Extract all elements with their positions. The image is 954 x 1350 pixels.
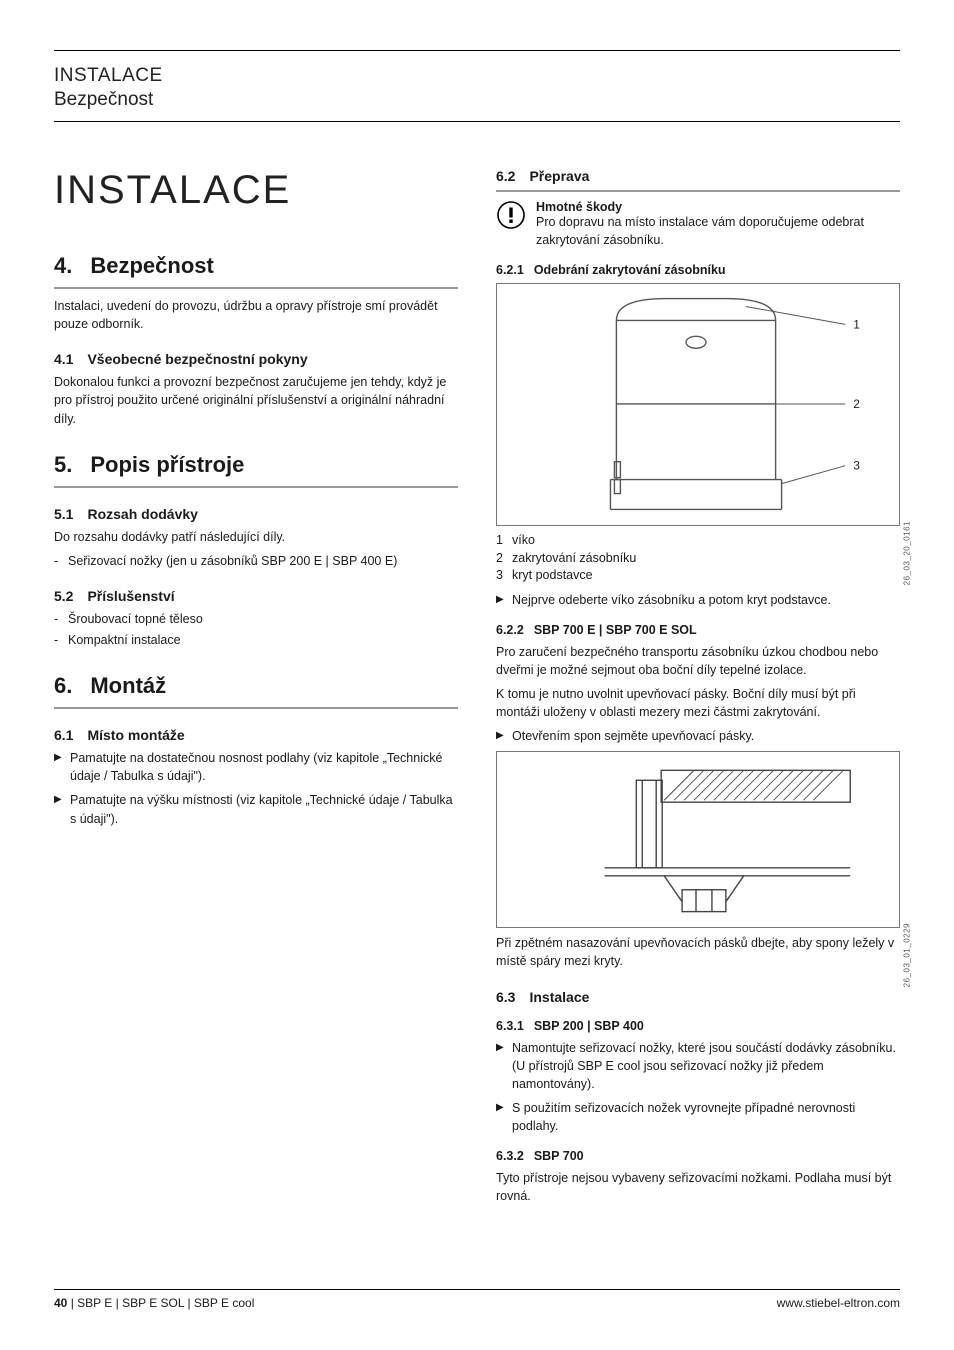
subsection-5-2-title: Příslušenství: [87, 588, 174, 604]
section-4-intro: Instalaci, uvedení do provozu, údržbu a …: [54, 297, 458, 333]
section-4-num: 4.: [54, 253, 72, 279]
section-6-heading: 6. Montáž: [54, 673, 458, 699]
warning-box: Hmotné škody Pro dopravu na místo instal…: [496, 200, 900, 249]
subsection-6-2-title: Přeprava: [529, 168, 589, 184]
subsection-4-1-num: 4.1: [54, 351, 73, 367]
subsection-5-1-heading: 5.1 Rozsah dodávky: [54, 506, 458, 522]
subsection-6-1-title: Místo montáže: [87, 727, 184, 743]
running-head-line1: INSTALACE: [54, 65, 900, 87]
right-column: 6.2 Přeprava Hmotné škody Pro dopravu na…: [496, 168, 900, 1211]
subsubsection-6-2-1-heading: 6.2.1 Odebrání zakrytování zásobníku: [496, 263, 900, 277]
legend-item: 2zakrytování zásobníku: [496, 550, 900, 568]
subsubsection-6-2-1-step: Nejprve odeberte víko zásobníku a potom …: [496, 591, 900, 609]
subsection-5-1-body: Do rozsahu dodávky patří následující díl…: [54, 528, 458, 546]
warning-message: Pro dopravu na místo instalace vám dopor…: [536, 214, 900, 249]
footer-rule: [54, 1289, 900, 1290]
subsection-5-2-num: 5.2: [54, 588, 73, 604]
subsubsection-6-3-2-title: SBP 700: [534, 1149, 584, 1163]
subsection-6-1-num: 6.1: [54, 727, 73, 743]
legend-item: 1víko: [496, 532, 900, 550]
subsection-5-1-title: Rozsah dodávky: [87, 506, 197, 522]
list-item: Šroubovací topné těleso: [54, 610, 458, 628]
warning-icon: [496, 200, 526, 249]
list-item: Seřizovací nožky (jen u zásobníků SBP 20…: [54, 552, 458, 570]
subsubsection-6-3-2-heading: 6.3.2 SBP 700: [496, 1149, 900, 1163]
page-number: 40: [54, 1296, 67, 1310]
subsubsection-6-2-2-step: Otevřením spon sejměte upevňovací pásky.: [496, 727, 900, 745]
section-4-heading: 4. Bezpečnost: [54, 253, 458, 279]
subsubsection-6-3-1-num: 6.3.1: [496, 1019, 524, 1033]
subsection-4-1-heading: 4.1 Všeobecné bezpečnostní pokyny: [54, 351, 458, 367]
subsection-5-2-heading: 5.2 Příslušenství: [54, 588, 458, 604]
footer-left: 40 | SBP E | SBP E SOL | SBP E cool: [54, 1296, 254, 1310]
subsubsection-6-2-2-p2: K tomu je nutno uvolnit upevňovací pásky…: [496, 685, 900, 721]
subsubsection-6-2-2-p1: Pro zaručení bezpečného transportu zásob…: [496, 643, 900, 679]
subsubsection-6-3-2-num: 6.3.2: [496, 1149, 524, 1163]
subsubsection-6-2-2-p3: Při zpětném nasazování upevňovacích pásk…: [496, 934, 900, 970]
warning-title: Hmotné škody: [536, 200, 900, 214]
subsection-5-2-list: Šroubovací topné těleso Kompaktní instal…: [54, 610, 458, 649]
left-column: INSTALACE 4. Bezpečnost Instalaci, uvede…: [54, 168, 458, 1211]
subsection-6-2-heading: 6.2 Přeprava: [496, 168, 900, 184]
running-head-line2: Bezpečnost: [54, 89, 900, 111]
subsubsection-6-3-1-heading: 6.3.1 SBP 200 | SBP 400: [496, 1019, 900, 1033]
section-6-title: Montáž: [90, 673, 166, 699]
subsection-6-3-num: 6.3: [496, 989, 515, 1005]
footer-products: SBP E | SBP E SOL | SBP E cool: [77, 1296, 254, 1310]
subsection-6-3-heading: 6.3 Instalace: [496, 989, 900, 1005]
figure-clip: 26_03_01_0229: [496, 751, 900, 928]
section-rule: [496, 190, 900, 192]
legend-item: 3kryt podstavce: [496, 567, 900, 585]
figure-legend: 1víko 2zakrytování zásobníku 3kryt podst…: [496, 532, 900, 585]
footer-right: www.stiebel-eltron.com: [777, 1296, 900, 1310]
subsubsection-6-3-2-body: Tyto přístroje nejsou vybaveny seřizovac…: [496, 1169, 900, 1205]
footer-row: 40 | SBP E | SBP E SOL | SBP E cool www.…: [54, 1296, 900, 1310]
footer-sep: |: [67, 1296, 77, 1310]
warning-body: Hmotné škody Pro dopravu na místo instal…: [536, 200, 900, 249]
section-rule: [54, 707, 458, 709]
svg-text:2: 2: [853, 397, 860, 411]
list-item: Nejprve odeberte víko zásobníku a potom …: [496, 591, 900, 609]
list-item: Pamatujte na výšku místnosti (viz kapito…: [54, 791, 458, 827]
section-rule: [54, 287, 458, 289]
running-head-rule: [54, 121, 900, 122]
figure-tank: 1 2 3 26_03_20_0161: [496, 283, 900, 526]
list-item: Otevřením spon sejměte upevňovací pásky.: [496, 727, 900, 745]
list-item: Pamatujte na dostatečnou nosnost podlahy…: [54, 749, 458, 785]
subsubsection-6-3-1-list: Namontujte seřizovací nožky, které jsou …: [496, 1039, 900, 1136]
subsubsection-6-2-2-title: SBP 700 E | SBP 700 E SOL: [534, 623, 697, 637]
subsection-6-3-title: Instalace: [529, 989, 589, 1005]
subsection-6-1-list: Pamatujte na dostatečnou nosnost podlahy…: [54, 749, 458, 828]
svg-text:3: 3: [853, 459, 860, 473]
subsection-4-1-body: Dokonalou funkci a provozní bezpečnost z…: [54, 373, 458, 427]
top-rule: [54, 50, 900, 51]
subsubsection-6-2-2-num: 6.2.2: [496, 623, 524, 637]
figure-label: 26_03_01_0229: [902, 923, 911, 987]
subsubsection-6-3-1-title: SBP 200 | SBP 400: [534, 1019, 644, 1033]
subsubsection-6-2-1-num: 6.2.1: [496, 263, 524, 277]
running-head: INSTALACE Bezpečnost: [54, 65, 900, 122]
svg-text:1: 1: [853, 317, 860, 331]
subsection-6-2-num: 6.2: [496, 168, 515, 184]
section-5-title: Popis přístroje: [90, 452, 244, 478]
subsubsection-6-2-2-heading: 6.2.2 SBP 700 E | SBP 700 E SOL: [496, 623, 900, 637]
content-columns: INSTALACE 4. Bezpečnost Instalaci, uvede…: [54, 168, 900, 1211]
page-footer: 40 | SBP E | SBP E SOL | SBP E cool www.…: [54, 1289, 900, 1310]
subsection-4-1-title: Všeobecné bezpečnostní pokyny: [87, 351, 307, 367]
figure-label: 26_03_20_0161: [902, 521, 911, 585]
subsection-6-1-heading: 6.1 Místo montáže: [54, 727, 458, 743]
section-rule: [54, 486, 458, 488]
section-4-title: Bezpečnost: [90, 253, 213, 279]
document-title: INSTALACE: [54, 168, 458, 213]
section-5-heading: 5. Popis přístroje: [54, 452, 458, 478]
list-item: S použitím seřizovacích nožek vyrovnejte…: [496, 1099, 900, 1135]
subsection-5-1-list: Seřizovací nožky (jen u zásobníků SBP 20…: [54, 552, 458, 570]
section-6-num: 6.: [54, 673, 72, 699]
list-item: Namontujte seřizovací nožky, které jsou …: [496, 1039, 900, 1093]
section-5-num: 5.: [54, 452, 72, 478]
subsection-5-1-num: 5.1: [54, 506, 73, 522]
list-item: Kompaktní instalace: [54, 631, 458, 649]
subsubsection-6-2-1-title: Odebrání zakrytování zásobníku: [534, 263, 726, 277]
